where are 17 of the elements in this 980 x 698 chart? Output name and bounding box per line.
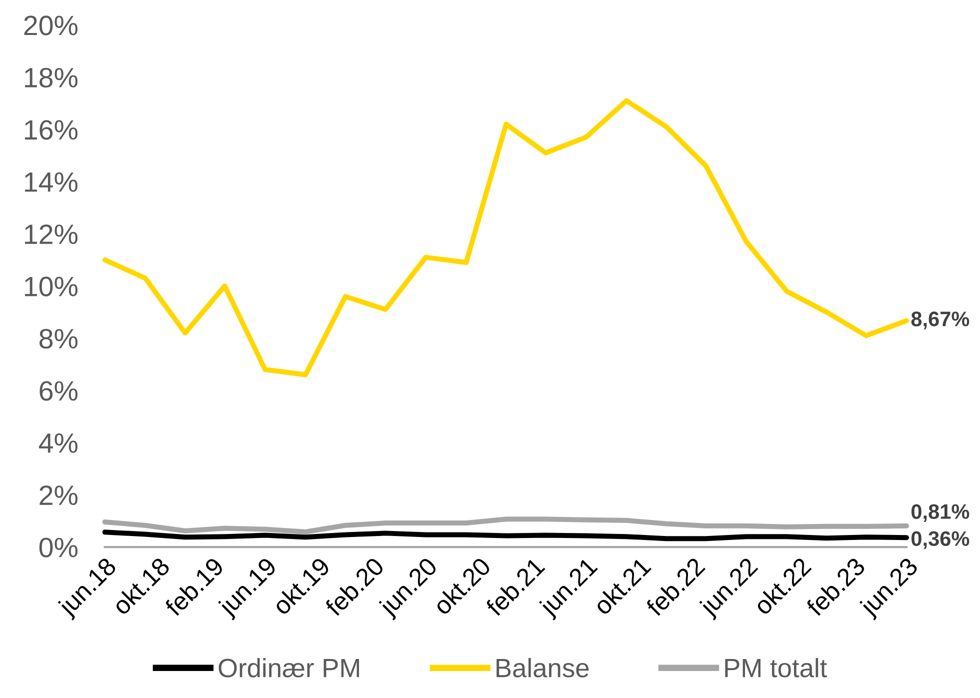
legend-label: Ordinær PM: [218, 658, 360, 678]
legend-label: PM totalt: [725, 658, 827, 678]
y-tick-label: 8%: [40, 328, 78, 349]
annotation: 0,36%: [911, 531, 970, 550]
y-tick-label: 4%: [38, 433, 78, 453]
y-tick-label: 6%: [40, 381, 78, 401]
y-tick-label: 12%: [24, 224, 78, 244]
legend-label: Balanse: [496, 658, 589, 678]
y-tick-label: 20%: [24, 16, 78, 36]
y-tick-label: 16%: [24, 120, 78, 140]
y-tick-label: 10%: [24, 276, 78, 296]
y-tick-label: 0%: [39, 538, 78, 558]
y-tick-label: 2%: [40, 485, 78, 506]
y-tick-label: 18%: [24, 68, 78, 88]
annotation: 0,81%: [911, 504, 970, 522]
y-tick-label: 14%: [24, 172, 78, 192]
annotation: 8,67%: [911, 312, 970, 330]
